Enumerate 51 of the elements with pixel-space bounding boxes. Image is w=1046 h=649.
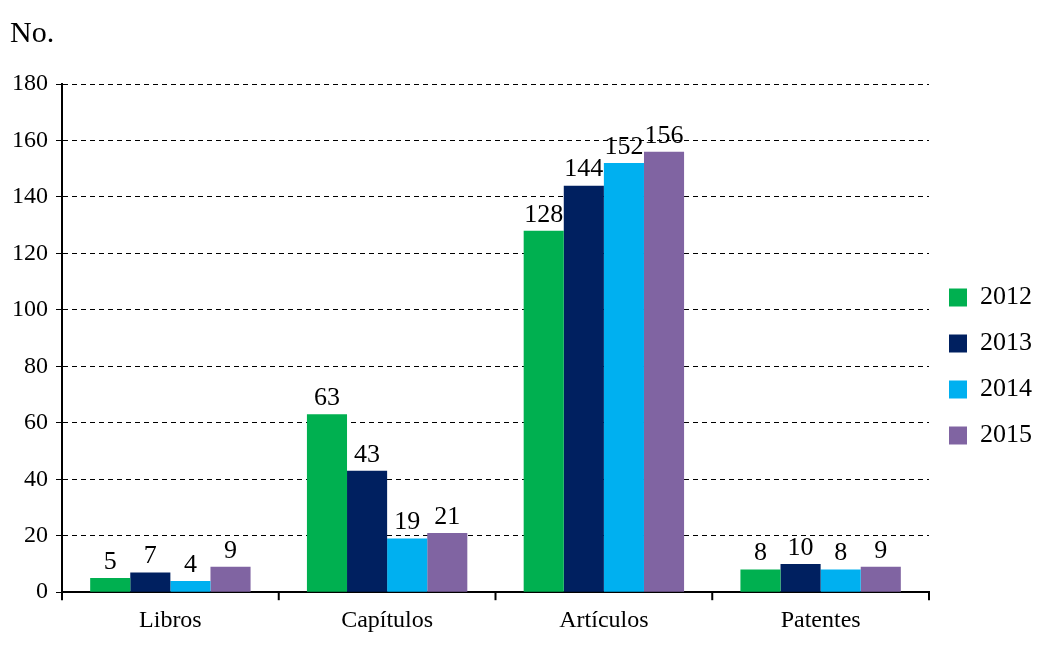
data-label: 63 [313,382,340,412]
bar [170,580,211,592]
y-axis-title: No. [10,15,55,48]
bar [643,151,685,592]
bar [603,163,644,592]
bar [860,566,901,592]
bar [780,563,821,592]
data-label: 9 [224,534,238,564]
y-tick-label: 80 [24,351,48,378]
y-tick-label: 160 [12,125,48,152]
data-label: 5 [103,545,117,575]
data-label: 8 [753,537,767,567]
data-label: 43 [354,438,381,468]
legend-label: 2015 [980,419,1032,449]
bar [210,566,251,592]
y-tick-label: 20 [24,521,48,548]
x-tick-label: Patentes [780,605,861,632]
data-label: 10 [787,531,814,561]
bar [427,532,468,592]
data-label: 156 [644,119,684,149]
data-label: 19 [394,506,421,536]
data-label: 9 [874,534,888,564]
data-label: 8 [834,537,848,567]
legend-label: 2013 [980,327,1032,357]
bar [563,185,604,592]
bar [740,569,781,592]
legend-label: 2012 [980,281,1032,311]
data-label: 4 [183,548,197,578]
legend-label: 2014 [980,373,1032,403]
data-label: 152 [604,130,644,160]
y-tick-label: 100 [12,295,48,322]
bar [130,572,171,592]
x-tick-label: Artículos [559,605,649,632]
data-label: 7 [143,540,157,570]
y-tick-label: 180 [12,69,48,96]
bar [387,538,428,592]
y-tick-label: 60 [24,408,48,435]
x-tick-label: Capítulos [341,605,434,632]
y-tick-label: 120 [12,238,48,265]
y-tick-label: 0 [36,577,48,604]
bar [90,578,131,592]
data-label: 128 [524,198,564,228]
bar [523,230,564,592]
bar [306,414,348,592]
bar [347,470,388,592]
data-label: 144 [564,153,604,183]
data-label: 21 [434,500,461,530]
y-tick-label: 40 [24,464,48,491]
y-tick-label: 140 [12,182,48,209]
x-tick-label: Libros [139,605,202,632]
bar [820,569,861,592]
